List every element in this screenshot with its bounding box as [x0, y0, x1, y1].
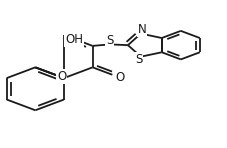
- Text: S: S: [106, 34, 113, 47]
- Text: O: O: [115, 71, 124, 84]
- Text: N: N: [137, 23, 146, 36]
- Text: S: S: [134, 53, 142, 66]
- Text: OH: OH: [65, 33, 83, 46]
- Text: O: O: [57, 70, 66, 83]
